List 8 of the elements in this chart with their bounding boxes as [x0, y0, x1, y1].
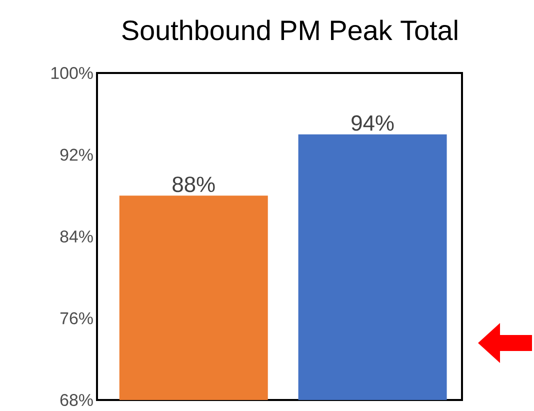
y-tick-label: 68% [60, 394, 93, 406]
y-tick-label: 76% [60, 312, 93, 324]
y-tick-label: 92% [60, 148, 93, 161]
y-tick-label: 100% [51, 67, 93, 79]
data-label: 88% [172, 176, 215, 192]
data-label: 94% [352, 115, 394, 131]
y-tick-label: 84% [60, 230, 93, 242]
chart-title: Southbound PM Peak Total [122, 20, 458, 40]
